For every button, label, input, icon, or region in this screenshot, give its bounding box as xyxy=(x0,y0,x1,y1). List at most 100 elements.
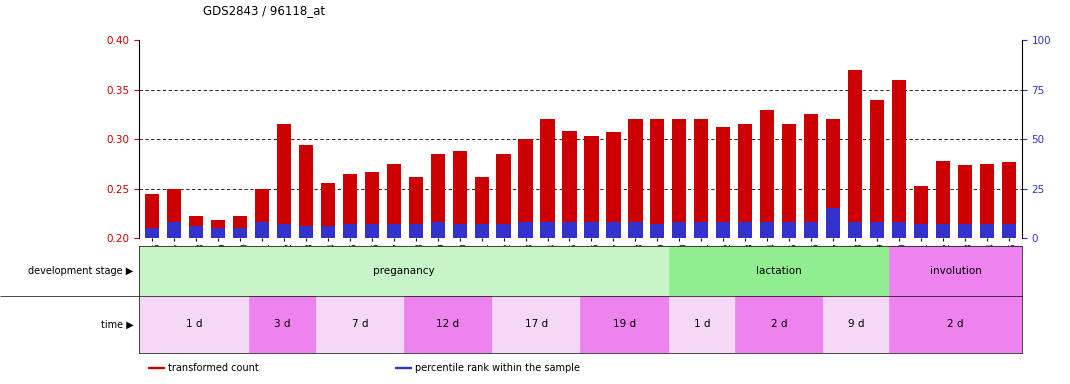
Bar xyxy=(782,124,796,238)
Bar xyxy=(979,224,994,238)
Bar xyxy=(167,222,182,238)
Bar xyxy=(870,222,884,238)
Bar xyxy=(386,224,401,238)
Bar xyxy=(958,165,972,238)
Bar xyxy=(453,224,467,238)
Bar xyxy=(277,224,291,238)
Bar xyxy=(607,132,621,238)
Bar xyxy=(474,224,489,238)
Bar xyxy=(255,189,270,238)
Bar xyxy=(496,154,510,238)
Text: GDS2843 / 96118_at: GDS2843 / 96118_at xyxy=(203,4,325,17)
Bar xyxy=(669,296,735,353)
Text: lactation: lactation xyxy=(756,266,802,276)
Bar xyxy=(139,246,669,296)
Bar xyxy=(847,222,862,238)
Text: preganancy: preganancy xyxy=(373,266,434,276)
Bar xyxy=(139,296,249,353)
Bar xyxy=(580,296,669,353)
Bar xyxy=(694,222,708,238)
Bar xyxy=(826,119,840,238)
Bar xyxy=(651,224,664,238)
Bar xyxy=(386,164,401,238)
Bar xyxy=(233,228,247,238)
Bar xyxy=(584,136,598,238)
Bar xyxy=(365,172,379,238)
Bar xyxy=(395,367,411,368)
Bar xyxy=(735,296,823,353)
Bar xyxy=(958,224,972,238)
Bar xyxy=(651,119,664,238)
Bar xyxy=(316,296,403,353)
Bar xyxy=(519,222,533,238)
Bar xyxy=(453,151,467,238)
Bar xyxy=(979,164,994,238)
Bar xyxy=(299,226,314,238)
Bar xyxy=(430,154,445,238)
Text: 2 d: 2 d xyxy=(947,319,964,329)
Bar xyxy=(870,99,884,238)
Bar xyxy=(716,222,731,238)
Bar xyxy=(914,224,928,238)
Bar xyxy=(430,222,445,238)
Bar xyxy=(233,216,247,238)
Bar xyxy=(540,222,554,238)
Text: time ▶: time ▶ xyxy=(101,319,134,329)
Bar xyxy=(760,222,775,238)
Bar xyxy=(1002,162,1015,238)
Text: transformed count: transformed count xyxy=(168,362,259,373)
Bar xyxy=(716,127,731,238)
Bar xyxy=(496,224,510,238)
Bar xyxy=(738,124,752,238)
Bar xyxy=(299,145,314,238)
Bar xyxy=(321,226,335,238)
Text: 1 d: 1 d xyxy=(693,319,710,329)
Bar xyxy=(584,222,598,238)
Bar xyxy=(249,296,316,353)
Text: development stage ▶: development stage ▶ xyxy=(29,266,134,276)
Bar xyxy=(148,367,164,368)
Bar xyxy=(540,119,554,238)
Bar xyxy=(563,222,577,238)
Bar xyxy=(519,139,533,238)
Bar xyxy=(914,186,928,238)
Bar xyxy=(889,246,1022,296)
Text: 7 d: 7 d xyxy=(352,319,368,329)
Bar xyxy=(321,183,335,238)
Bar xyxy=(628,119,642,238)
Bar xyxy=(189,216,203,238)
Bar xyxy=(935,224,950,238)
Text: 3 d: 3 d xyxy=(274,319,291,329)
Bar xyxy=(563,131,577,238)
Text: percentile rank within the sample: percentile rank within the sample xyxy=(415,362,580,373)
Bar xyxy=(403,296,492,353)
Bar xyxy=(255,222,270,238)
Text: 2 d: 2 d xyxy=(770,319,788,329)
Bar xyxy=(760,109,775,238)
Bar xyxy=(804,222,819,238)
Bar xyxy=(409,224,423,238)
Bar xyxy=(891,222,906,238)
Bar xyxy=(826,209,840,238)
Bar xyxy=(738,222,752,238)
Text: 9 d: 9 d xyxy=(849,319,865,329)
Text: 1 d: 1 d xyxy=(186,319,202,329)
Bar xyxy=(189,226,203,238)
Bar xyxy=(146,194,159,238)
Bar xyxy=(782,222,796,238)
Bar xyxy=(672,119,687,238)
Text: 12 d: 12 d xyxy=(437,319,460,329)
Bar xyxy=(669,246,889,296)
Bar xyxy=(672,222,687,238)
Bar xyxy=(889,296,1022,353)
Bar xyxy=(146,228,159,238)
Bar xyxy=(847,70,862,238)
Bar xyxy=(211,220,226,238)
Bar xyxy=(628,222,642,238)
Bar xyxy=(365,224,379,238)
Text: 17 d: 17 d xyxy=(524,319,548,329)
Bar xyxy=(277,124,291,238)
Bar xyxy=(935,161,950,238)
Bar xyxy=(891,80,906,238)
Bar xyxy=(804,114,819,238)
